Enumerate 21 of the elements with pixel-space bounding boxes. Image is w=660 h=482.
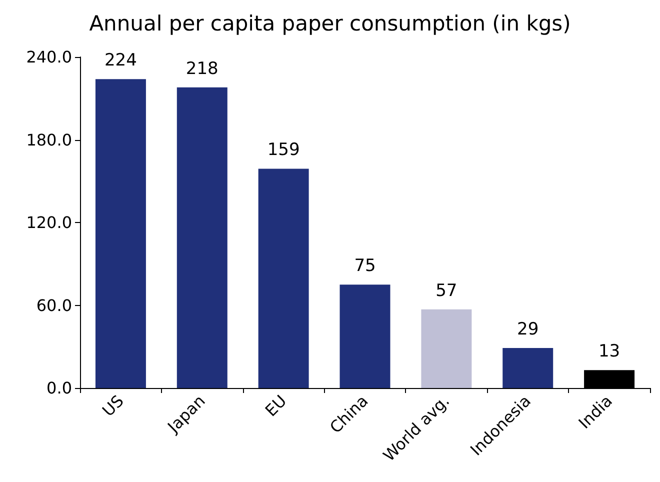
y-tick-label: 240.0 bbox=[26, 48, 72, 66]
bar bbox=[258, 168, 309, 388]
bar bbox=[95, 79, 146, 388]
data-label: 218 bbox=[186, 58, 218, 79]
bar bbox=[421, 309, 472, 388]
data-label: 13 bbox=[598, 342, 620, 362]
bar bbox=[176, 87, 228, 388]
data-label: 224 bbox=[104, 50, 137, 71]
data-label: 75 bbox=[354, 256, 376, 276]
x-tick-label: US bbox=[98, 391, 128, 420]
x-tick-label: EU bbox=[261, 391, 290, 420]
y-tick-label: 180.0 bbox=[26, 130, 72, 150]
data-label: 29 bbox=[517, 320, 539, 340]
bar bbox=[340, 284, 390, 388]
data-label: 57 bbox=[436, 280, 458, 301]
y-tick-label: 0.0 bbox=[46, 378, 72, 398]
y-tick-label: 60.0 bbox=[36, 296, 72, 315]
bar bbox=[502, 348, 554, 388]
data-label: 159 bbox=[267, 140, 300, 160]
chart-title: Annual per capita paper consumption (in kgs) bbox=[89, 12, 571, 36]
y-tick-label: 120.0 bbox=[26, 213, 72, 232]
